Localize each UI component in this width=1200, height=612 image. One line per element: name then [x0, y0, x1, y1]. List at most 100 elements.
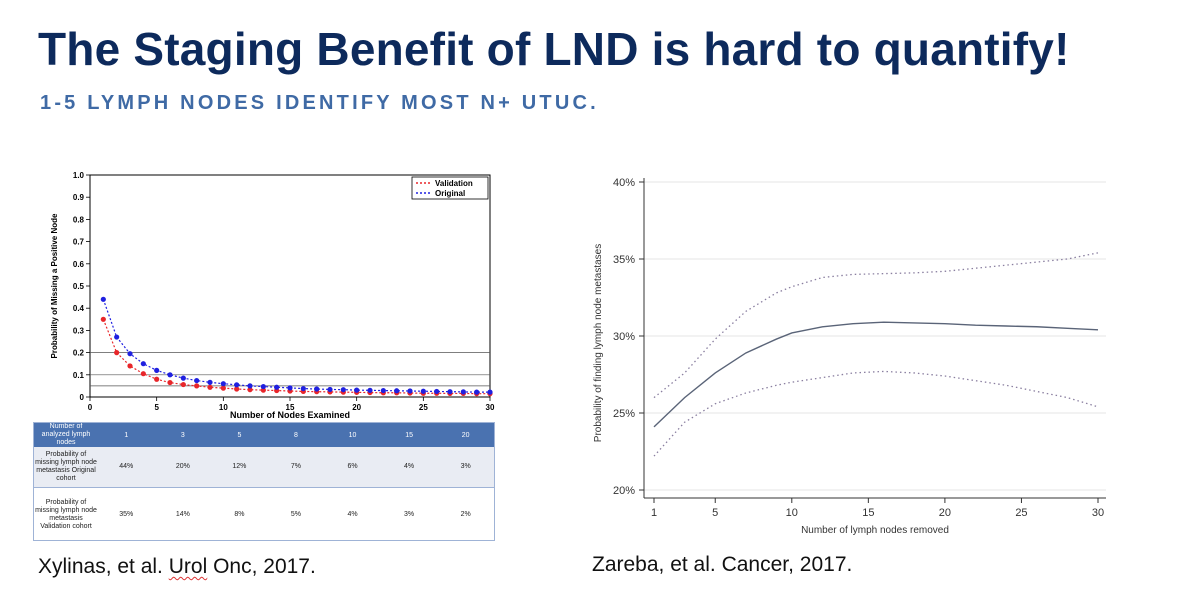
data-point-original: [274, 384, 280, 390]
data-point-original: [434, 388, 440, 395]
data-point-original: [420, 388, 426, 394]
data-point-original: [100, 296, 106, 302]
left-citation-underlined: Urol: [168, 555, 208, 578]
y-tick-label: 1.0: [73, 171, 85, 180]
table-cell: 7%: [267, 447, 325, 488]
left-citation: Xylinas, et al. Urol Onc, 2017.: [38, 555, 316, 579]
data-point-original: [340, 387, 346, 393]
data-point-validation: [154, 376, 160, 382]
data-point-original: [247, 383, 253, 389]
table-header-cell: 3: [154, 423, 212, 447]
y-tick-label: 0.2: [73, 349, 85, 358]
data-point-original: [487, 389, 493, 395]
data-point-original: [154, 367, 160, 373]
table-cell: 12%: [211, 447, 268, 488]
data-point-validation: [114, 350, 120, 356]
legend-validation-label: Validation: [435, 179, 473, 188]
data-point-original: [194, 377, 200, 384]
series-line-original: [102, 299, 490, 393]
legend-original-label: Original: [435, 189, 465, 198]
data-point-original: [327, 386, 333, 393]
data-point-original: [300, 385, 306, 392]
data-point-validation: [100, 316, 106, 322]
data-point-original: [167, 372, 173, 378]
data-point-validation: [180, 381, 186, 388]
y-tick-label: 0.9: [73, 193, 85, 202]
x-tick-label: 10: [786, 507, 798, 519]
data-point-original: [140, 361, 146, 367]
right-chart: 20%25%30%35%40% 1 5 10 15 20 25 30 Number of l…: [593, 177, 1106, 536]
data-point-original: [354, 387, 360, 393]
slide-subtitle: 1-5 LYMPH NODES IDENTIFY MOST N+ UTUC.: [40, 92, 599, 114]
data-point-original: [287, 385, 293, 391]
data-point-original: [234, 382, 240, 388]
confidence-lower-line: [653, 370, 1099, 457]
data-point-original: [407, 388, 413, 394]
left-x-axis-label: Number of Nodes Examined: [230, 410, 350, 420]
table-header-row: Number of analyzed lymph nodes 1 3 5 8 1…: [34, 423, 494, 447]
left-plot-frame: [89, 174, 491, 398]
estimate-line: [653, 321, 1099, 428]
table-cell: 4%: [324, 487, 381, 542]
data-point-original: [180, 375, 186, 381]
data-point-original: [447, 389, 453, 395]
table-header-cell: 10: [324, 423, 381, 447]
table-header-cell: 5: [211, 423, 268, 447]
x-tick-label: 30: [1092, 507, 1104, 519]
table-header-cell: 15: [380, 423, 438, 447]
data-point-validation: [207, 384, 213, 390]
series-line-validation: [102, 319, 490, 395]
y-tick-label: 35%: [613, 254, 635, 266]
right-y-axis-label: Probability of finding lymph node metast…: [593, 244, 604, 442]
y-tick-label: 40%: [613, 177, 635, 189]
data-point-original: [207, 379, 213, 385]
data-point-validation: [167, 379, 173, 386]
y-tick-label: 0.1: [73, 371, 85, 380]
data-point-original: [380, 387, 386, 394]
right-citation: Zareba, et al. Cancer, 2017.: [592, 553, 853, 576]
data-point-original: [394, 388, 400, 394]
y-tick-label: 0.8: [73, 215, 85, 224]
x-tick-label: 0: [88, 403, 93, 412]
data-point-original: [127, 351, 133, 357]
table-header-label: Number of analyzed lymph nodes: [34, 423, 98, 447]
left-legend: Validation Original: [411, 176, 489, 200]
y-tick-label: 0.7: [73, 238, 85, 247]
y-tick-label: 0.4: [73, 304, 85, 313]
table-cell: 5%: [267, 487, 325, 542]
left-citation-prefix: Xylinas, et al.: [38, 555, 169, 578]
data-point-validation: [260, 387, 266, 393]
table-cell: 3%: [437, 447, 494, 488]
table-cell: 4%: [380, 447, 438, 488]
x-tick-label: 25: [419, 403, 428, 412]
data-point-original: [220, 381, 226, 387]
table-cell: 3%: [380, 487, 438, 542]
data-point-original: [460, 389, 466, 395]
data-point-original: [260, 383, 266, 390]
table-row-label: Probability of missing lymph node metast…: [34, 447, 98, 488]
data-point-validation: [140, 371, 146, 377]
x-tick-label: 15: [862, 507, 874, 519]
table-header-cell: 20: [437, 423, 494, 447]
left-data-table: Number of analyzed lymph nodes 1 3 5 8 1…: [34, 423, 494, 542]
slide-title: The Staging Benefit of LND is hard to qu…: [38, 23, 1070, 75]
right-x-axis-label: Number of lymph nodes removed: [801, 525, 949, 536]
table-cell: 20%: [154, 447, 212, 488]
x-tick-label: 15: [286, 403, 295, 412]
x-tick-label: 25: [1015, 507, 1027, 519]
confidence-upper-line: [653, 252, 1099, 399]
table-header-cell: 8: [267, 423, 325, 447]
table-row: Probability of missing lymph node metast…: [34, 487, 494, 542]
left-chart: 0 0.1 0.2 0.3 0.4 0.5 0.6 0.7 0.8 0.9 1.0 0 5 10 15 20…: [50, 171, 495, 420]
data-point-validation: [220, 385, 226, 391]
table-cell: 8%: [211, 487, 268, 542]
data-point-original: [314, 386, 320, 392]
y-tick-label: 0.5: [73, 282, 85, 291]
data-point-validation: [127, 363, 133, 369]
y-tick-label: 30%: [613, 331, 635, 343]
y-tick-label: 20%: [613, 485, 635, 497]
data-point-original: [367, 387, 373, 393]
table-cell: 2%: [437, 487, 494, 542]
y-tick-label: 0.6: [73, 260, 85, 269]
table-row: Probability of missing lymph node metast…: [34, 447, 494, 488]
